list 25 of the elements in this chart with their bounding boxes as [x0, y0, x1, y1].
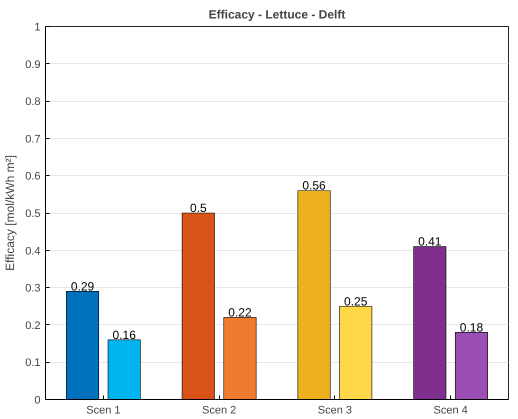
x-tick-label: Scen 1 [86, 404, 120, 416]
y-tick-label: 0.7 [25, 133, 41, 146]
y-tick-label: 0 [34, 394, 41, 406]
data-label: 0.56 [302, 178, 326, 193]
y-tick-label: 0.2 [25, 320, 41, 332]
data-label: 0.41 [418, 234, 442, 249]
data-label: 0.22 [228, 305, 252, 320]
y-axis-title: Efficacy [mol/kWh m²] [3, 155, 18, 271]
y-tick-label: 0.6 [25, 170, 41, 183]
y-tick-label: 0.5 [25, 208, 41, 220]
y-tick-label: 0.8 [25, 96, 41, 108]
data-label: 0.25 [344, 294, 368, 308]
y-tick-label: 0.1 [25, 357, 41, 370]
y-tick-label: 0.3 [25, 282, 41, 295]
x-tick-label: Scen 4 [434, 404, 468, 416]
data-label: 0.29 [70, 279, 95, 294]
chart-title: Efficacy - Lettuce - Delft [208, 8, 346, 22]
y-tick-label: 0.9 [25, 58, 41, 71]
x-tick-label: Scen 3 [318, 404, 352, 416]
y-tick-label: 0.4 [25, 245, 41, 258]
data-label: 0.16 [112, 328, 136, 342]
y-tick-label: 1 [34, 22, 41, 34]
data-label: 0.5 [190, 201, 207, 215]
x-tick-label: Scen 2 [202, 404, 236, 416]
data-label: 0.18 [460, 320, 484, 334]
